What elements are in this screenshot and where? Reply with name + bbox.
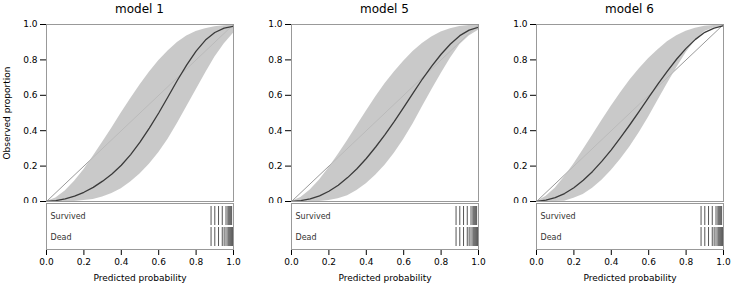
svg-text:0.2: 0.2: [567, 257, 581, 267]
svg-text:Predicted probability: Predicted probability: [93, 273, 187, 283]
svg-text:Survived: Survived: [51, 212, 86, 221]
svg-text:0.4: 0.4: [23, 126, 38, 136]
svg-text:Survived: Survived: [296, 212, 331, 221]
svg-text:Predicted probability: Predicted probability: [338, 273, 432, 283]
svg-text:0.0: 0.0: [529, 257, 544, 267]
svg-text:0.0: 0.0: [23, 196, 38, 203]
svg-text:0.6: 0.6: [397, 257, 412, 267]
html-text:model 1: model 1: [115, 2, 164, 16]
svg-text:0.0: 0.0: [39, 257, 54, 267]
svg-text:Dead: Dead: [296, 233, 317, 242]
svg-text:0.2: 0.2: [268, 161, 282, 171]
svg-text:0.2: 0.2: [322, 257, 336, 267]
svg-text:0.6: 0.6: [513, 90, 528, 100]
svg-text:0.4: 0.4: [359, 257, 374, 267]
svg-text:1.0: 1.0: [471, 257, 486, 267]
svg-text:0.2: 0.2: [23, 161, 37, 171]
svg-text:0.8: 0.8: [189, 257, 204, 267]
svg-text:1.0: 1.0: [513, 19, 528, 29]
svg-text:0.4: 0.4: [513, 126, 528, 136]
svg-text:0.0: 0.0: [268, 196, 283, 203]
svg-text:0.4: 0.4: [268, 126, 283, 136]
svg-text:0.8: 0.8: [23, 55, 38, 65]
svg-text:0.6: 0.6: [268, 90, 283, 100]
svg-text:0.4: 0.4: [114, 257, 129, 267]
svg-text:0.6: 0.6: [642, 257, 657, 267]
svg-text:0.8: 0.8: [513, 55, 528, 65]
svg-text:Dead: Dead: [51, 233, 72, 242]
svg-text:1.0: 1.0: [716, 257, 731, 267]
svg-text:0.6: 0.6: [152, 257, 167, 267]
svg-text:1.0: 1.0: [23, 19, 38, 29]
svg-text:1.0: 1.0: [268, 19, 283, 29]
svg-text:0.6: 0.6: [23, 90, 38, 100]
svg-text:1.0: 1.0: [226, 257, 241, 267]
svg-text:Dead: Dead: [541, 233, 562, 242]
svg-text:0.0: 0.0: [513, 196, 528, 203]
svg-text:Survived: Survived: [541, 212, 576, 221]
html-text:model 5: model 5: [360, 2, 409, 16]
svg-text:0.8: 0.8: [434, 257, 449, 267]
svg-text:0.0: 0.0: [284, 257, 299, 267]
html-text:model 6: model 6: [605, 2, 654, 16]
svg-text:0.8: 0.8: [679, 257, 694, 267]
svg-text:0.2: 0.2: [513, 161, 527, 171]
svg-text:Observed proportion: Observed proportion: [2, 66, 12, 159]
svg-text:0.8: 0.8: [268, 55, 283, 65]
svg-text:Predicted probability: Predicted probability: [583, 273, 677, 283]
svg-text:0.2: 0.2: [77, 257, 91, 267]
svg-text:0.4: 0.4: [604, 257, 619, 267]
